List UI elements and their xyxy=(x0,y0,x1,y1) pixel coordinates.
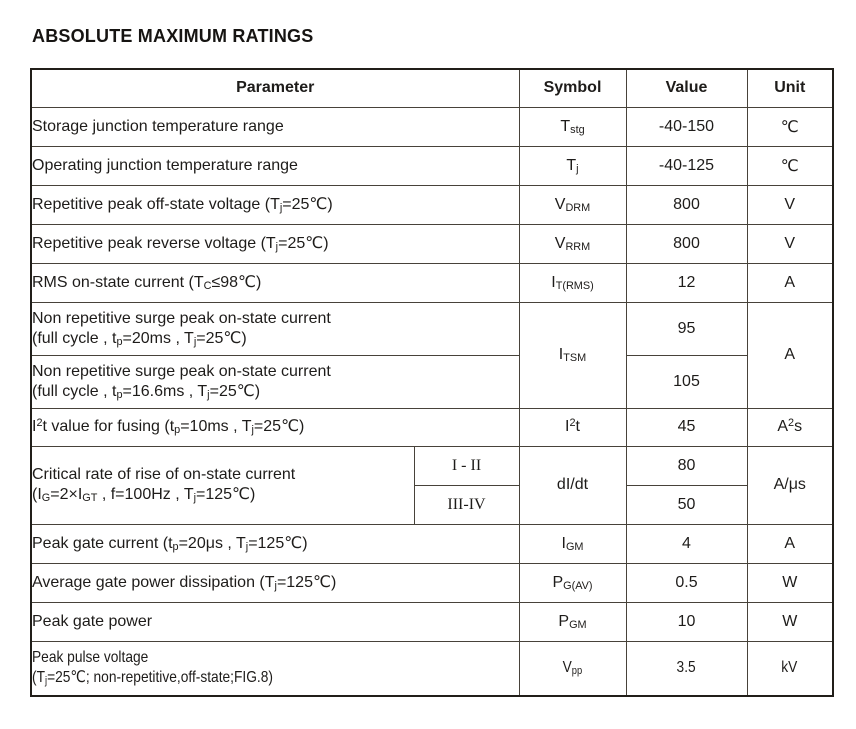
table-header-row: Parameter Symbol Value Unit xyxy=(30,68,834,108)
value-cell: 10 xyxy=(625,601,748,642)
class-cell: III-IV xyxy=(413,484,520,525)
value-cell: 800 xyxy=(625,223,748,264)
table-row: I2t value for fusing (tp=10ms , Tj=25℃) … xyxy=(30,407,834,447)
unit-cell: ℃ xyxy=(746,106,834,147)
table-row: Non repetitive surge peak on-state curre… xyxy=(30,301,834,409)
symbol-cell: IT(RMS) xyxy=(518,262,627,303)
unit-cell: W xyxy=(746,562,834,603)
param-cell: Peak gate current (tp=20μs , Tj=125℃) xyxy=(30,523,520,564)
param-cell: Peak gate power xyxy=(30,601,520,642)
header-cell-unit: Unit xyxy=(746,68,834,108)
class-cell: I - II xyxy=(413,445,520,486)
symbol-cell: PG(AV) xyxy=(518,562,627,603)
param-cell: Storage junction temperature range xyxy=(30,106,520,147)
table-row: RMS on-state current (TC≤98℃) IT(RMS) 12… xyxy=(30,262,834,303)
unit-cell: A xyxy=(746,262,834,303)
header-cell-parameter: Parameter xyxy=(30,68,520,108)
value-cell: 95 xyxy=(625,301,748,356)
param-cell: Repetitive peak reverse voltage (Tj=25℃) xyxy=(30,223,520,264)
param-cell: Non repetitive surge peak on-state curre… xyxy=(30,354,520,409)
param-cell: Repetitive peak off-state voltage (Tj=25… xyxy=(30,184,520,225)
value-text: 3.5 xyxy=(676,659,697,677)
param-text: Peak pulse voltage (Tj=25℃; non-repetiti… xyxy=(32,649,273,688)
symbol-cell: Tj xyxy=(518,145,627,186)
value-cell: 45 xyxy=(625,407,748,447)
table-row: Operating junction temperature range Tj … xyxy=(30,145,834,186)
table-row: Repetitive peak reverse voltage (Tj=25℃)… xyxy=(30,223,834,264)
unit-cell: ℃ xyxy=(746,145,834,186)
value-cell: -40-125 xyxy=(625,145,748,186)
value-cell: 80 xyxy=(625,445,748,486)
symbol-cell: Vpp xyxy=(518,640,627,697)
symbol-text: Vpp xyxy=(562,659,583,678)
symbol-cell: ITSM xyxy=(518,301,627,409)
unit-cell: W xyxy=(746,601,834,642)
value-cell: 0.5 xyxy=(625,562,748,603)
header-cell-value: Value xyxy=(625,68,748,108)
unit-cell: A/μs xyxy=(746,445,834,525)
symbol-cell: dI/dt xyxy=(518,445,627,525)
table-row: Peak gate power PGM 10 W xyxy=(30,601,834,642)
table-row: Peak pulse voltage (Tj=25℃; non-repetiti… xyxy=(30,640,834,697)
table-row: Peak gate current (tp=20μs , Tj=125℃) IG… xyxy=(30,523,834,564)
page-title: ABSOLUTE MAXIMUM RATINGS xyxy=(32,26,314,46)
value-cell: -40-150 xyxy=(625,106,748,147)
absolute-maximum-ratings-table: Parameter Symbol Value Unit Storage junc… xyxy=(30,68,834,697)
symbol-cell: I2t xyxy=(518,407,627,447)
table-row: Repetitive peak off-state voltage (Tj=25… xyxy=(30,184,834,225)
param-cell: I2t value for fusing (tp=10ms , Tj=25℃) xyxy=(30,407,520,447)
unit-cell: A xyxy=(746,523,834,564)
param-cell: RMS on-state current (TC≤98℃) xyxy=(30,262,520,303)
unit-cell: A2s xyxy=(746,407,834,447)
symbol-cell: PGM xyxy=(518,601,627,642)
value-cell: 12 xyxy=(625,262,748,303)
param-cell: Critical rate of rise of on-state curren… xyxy=(30,445,415,525)
unit-cell: V xyxy=(746,184,834,225)
value-cell: 4 xyxy=(625,523,748,564)
value-cell: 50 xyxy=(625,484,748,525)
unit-cell: V xyxy=(746,223,834,264)
table-row: III-IV 50 xyxy=(31,484,833,525)
symbol-cell: Tstg xyxy=(518,106,627,147)
value-cell: 3.5 xyxy=(625,640,748,697)
param-cell: Operating junction temperature range xyxy=(30,145,520,186)
table-row: Critical rate of rise of on-state curren… xyxy=(30,445,834,525)
unit-cell: kV xyxy=(746,640,834,697)
param-cell: Peak pulse voltage (Tj=25℃; non-repetiti… xyxy=(30,640,520,697)
param-cell: Average gate power dissipation (Tj=125℃) xyxy=(30,562,520,603)
unit-text: kV xyxy=(781,659,798,677)
unit-cell: A xyxy=(746,301,834,409)
table-row: Storage junction temperature range Tstg … xyxy=(30,106,834,147)
symbol-cell: IGM xyxy=(518,523,627,564)
header-cell-symbol: Symbol xyxy=(518,68,627,108)
param-cell: Non repetitive surge peak on-state curre… xyxy=(30,301,520,356)
value-cell: 105 xyxy=(625,354,748,409)
value-cell: 800 xyxy=(625,184,748,225)
symbol-cell: VRRM xyxy=(518,223,627,264)
symbol-cell: VDRM xyxy=(518,184,627,225)
table-row: Non repetitive surge peak on-state curre… xyxy=(30,354,833,409)
table-row: Average gate power dissipation (Tj=125℃)… xyxy=(30,562,834,603)
